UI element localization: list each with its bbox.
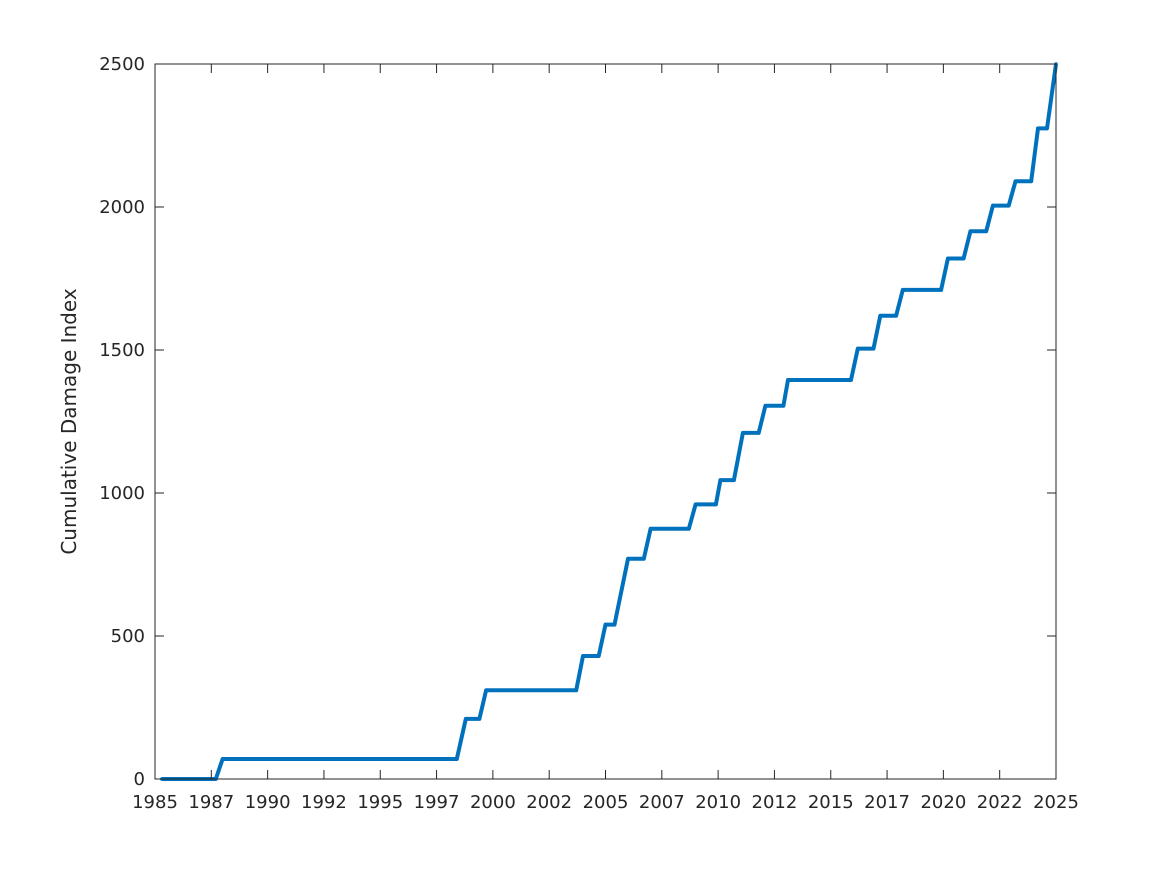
x-tick-label: 2020 xyxy=(920,792,966,813)
x-tick-label: 1992 xyxy=(301,792,347,813)
x-tick-label: 2012 xyxy=(752,792,798,813)
data-point xyxy=(991,203,995,208)
x-tick-label: 2015 xyxy=(808,792,854,813)
data-point xyxy=(484,688,488,693)
y-tick-label: 0 xyxy=(134,769,145,790)
x-tick-label: 1987 xyxy=(188,792,234,813)
x-tick-label: 1997 xyxy=(414,792,460,813)
tick-labels: 1985 1987 1990 1992 1995 1997 2000 2002 2005 2007… xyxy=(99,54,1079,813)
data-point xyxy=(1045,126,1049,131)
data-point xyxy=(612,622,617,627)
x-tick-label: 1985 xyxy=(132,792,178,813)
data-point xyxy=(642,557,646,561)
data-point xyxy=(961,256,966,261)
data-point xyxy=(968,229,973,234)
data-point xyxy=(693,502,698,507)
data-point xyxy=(939,288,943,292)
axes-box xyxy=(154,63,1057,780)
data-point xyxy=(1006,203,1011,208)
data-point xyxy=(714,502,718,507)
data-point xyxy=(849,378,853,382)
x-tick-label: 2005 xyxy=(583,792,629,813)
x-tick-label: 2002 xyxy=(526,792,572,813)
data-point xyxy=(687,527,691,531)
data-point xyxy=(741,431,745,435)
x-tick-label: 2010 xyxy=(695,792,741,813)
data-point xyxy=(732,478,736,482)
data-point xyxy=(648,527,653,531)
data-point xyxy=(1029,179,1033,184)
data-point xyxy=(455,757,459,761)
x-tick-label: 2000 xyxy=(470,792,516,813)
data-point xyxy=(786,378,790,382)
x-tick-label: 2022 xyxy=(977,792,1023,813)
series-line-0 xyxy=(161,63,1058,781)
data-point xyxy=(464,717,468,721)
data-point xyxy=(946,256,950,261)
data-point xyxy=(763,404,768,408)
data-point xyxy=(1036,126,1040,131)
data-point xyxy=(878,313,883,318)
plot-area xyxy=(160,62,1058,781)
data-point xyxy=(596,654,601,658)
y-tick-label: 2000 xyxy=(99,197,145,218)
data-point xyxy=(603,622,608,627)
data-point xyxy=(871,346,876,351)
y-tick-label: 1000 xyxy=(99,483,145,504)
y-tick-label: 500 xyxy=(111,626,145,647)
data-point xyxy=(574,688,578,693)
data-point xyxy=(984,229,988,234)
data-point xyxy=(901,288,905,292)
data-point xyxy=(1013,179,1018,184)
x-tick-label: 2007 xyxy=(639,792,685,813)
axes xyxy=(154,63,1057,780)
data-point xyxy=(894,313,898,318)
data-point xyxy=(626,557,630,561)
data-point xyxy=(581,654,585,658)
y-tick-label: 2500 xyxy=(99,54,145,75)
data-point xyxy=(220,757,225,761)
y-axis-label: Cumulative Damage Index xyxy=(57,288,81,554)
data-point xyxy=(477,717,482,721)
y-tick-label: 1500 xyxy=(99,340,145,361)
data-point xyxy=(756,431,761,435)
data-point xyxy=(856,346,860,351)
data-point xyxy=(718,478,723,482)
x-tick-label: 2025 xyxy=(1033,792,1079,813)
x-tick-label: 2017 xyxy=(864,792,910,813)
x-tick-label: 1995 xyxy=(357,792,403,813)
data-point xyxy=(781,404,786,408)
x-tick-label: 1990 xyxy=(245,792,291,813)
